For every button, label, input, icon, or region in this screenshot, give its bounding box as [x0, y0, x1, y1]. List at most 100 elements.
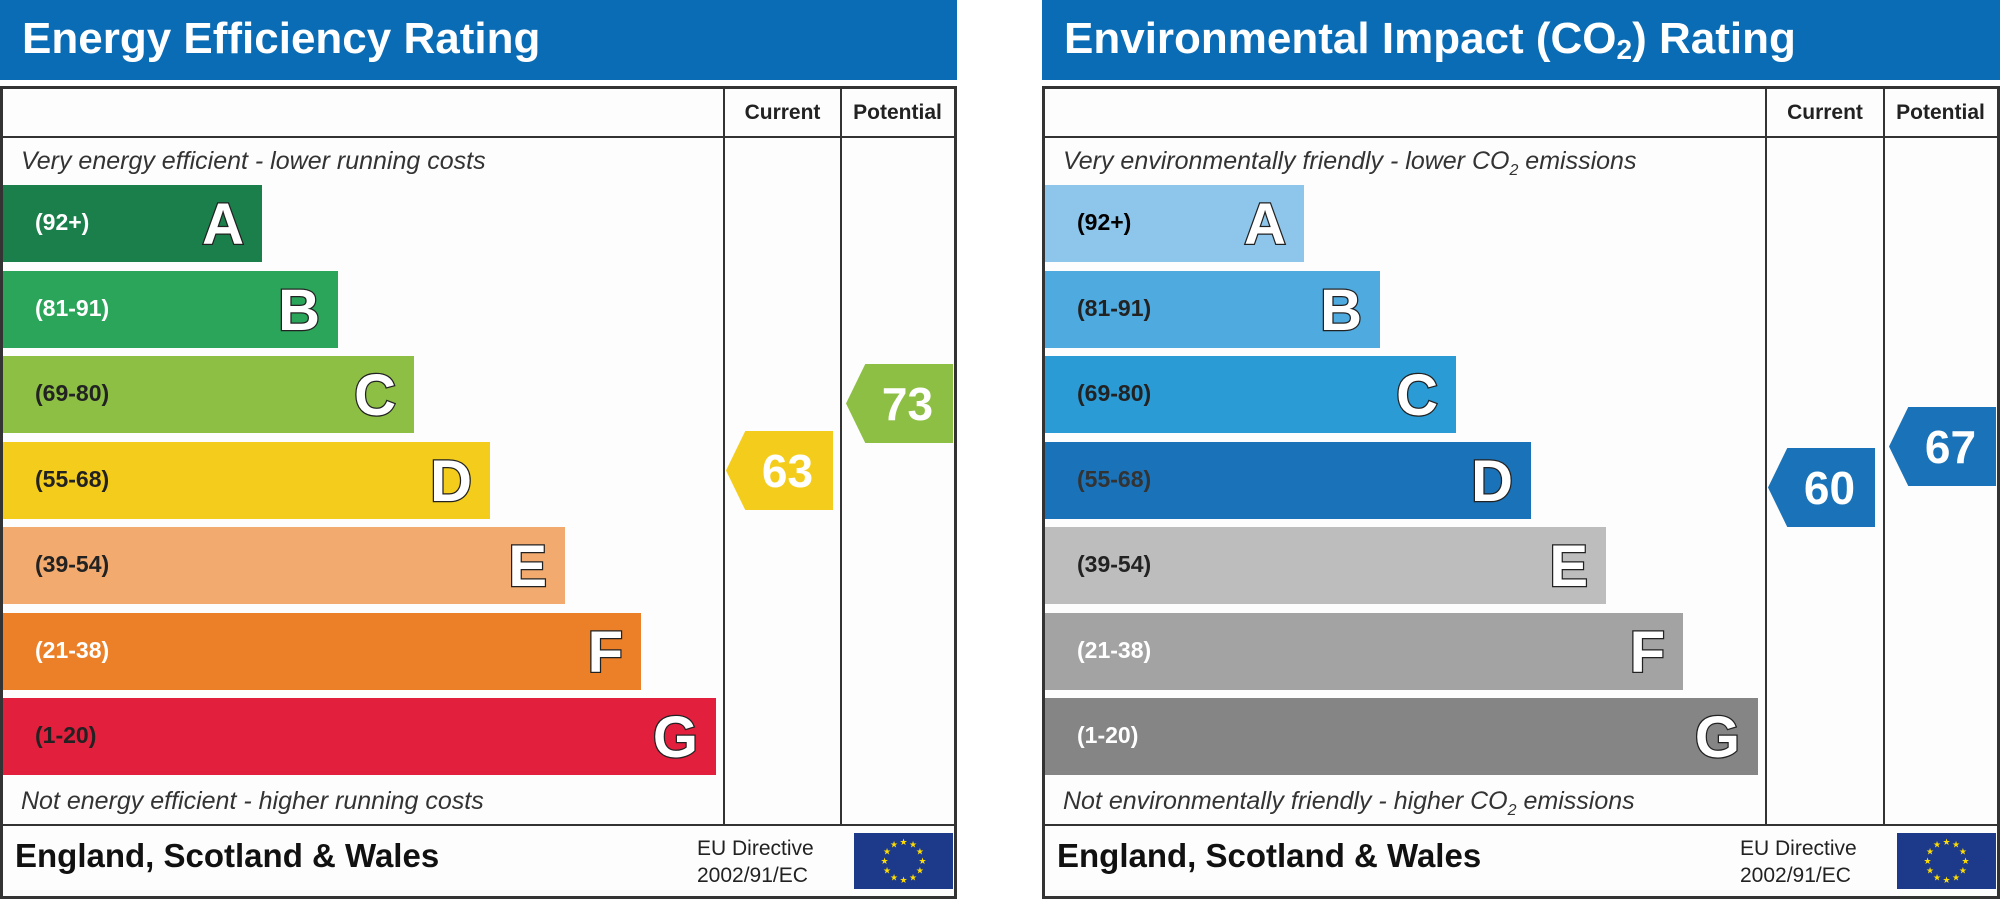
svg-text:★: ★	[880, 856, 888, 866]
band-letter: D	[1470, 447, 1514, 515]
band-b: (81-91) B	[3, 270, 338, 348]
divider	[723, 89, 725, 826]
band-d: (55-68) D	[1045, 441, 1531, 519]
band-e: (39-54) E	[1045, 527, 1606, 604]
svg-text:★: ★	[1926, 866, 1934, 876]
band-c: (69-80) C	[3, 356, 414, 433]
band-letter: A	[201, 191, 245, 259]
svg-text:★: ★	[1952, 840, 1960, 850]
band-d: (55-68) D	[3, 441, 490, 519]
band-range: (69-80)	[1077, 380, 1152, 406]
svg-text:★: ★	[890, 872, 898, 882]
band-range: (81-91)	[1077, 294, 1152, 321]
bottom-note: Not environmentally friendly - higher CO…	[1063, 787, 1635, 819]
band-range: (39-54)	[35, 551, 110, 577]
top-note: Very energy efficient - lower running co…	[21, 147, 486, 175]
band-letter: B	[277, 276, 321, 344]
current-rating-arrow: 63	[726, 431, 833, 510]
band-g: (1-20) G	[3, 698, 716, 775]
svg-text:★: ★	[890, 840, 898, 850]
svg-text:★: ★	[899, 837, 907, 847]
divider	[3, 824, 954, 826]
band-range: (81-91)	[35, 294, 110, 321]
title-text: Environmental Impact (CO	[1064, 14, 1617, 63]
eu-flag-icon: ★ ★ ★ ★ ★ ★ ★ ★ ★ ★ ★ ★	[854, 833, 953, 889]
band-a: (92+) A	[1045, 185, 1304, 262]
band-letter: C	[1395, 362, 1439, 430]
panel-title: Energy Efficiency Rating	[0, 0, 957, 80]
column-header-current: Current	[744, 101, 821, 124]
band-letter: B	[1319, 276, 1363, 344]
divider	[1883, 89, 1885, 826]
svg-text:★: ★	[916, 847, 924, 857]
region-label: England, Scotland & Wales	[1057, 837, 1482, 874]
svg-text:★: ★	[1923, 856, 1931, 866]
band-letter: F	[1628, 618, 1666, 686]
band-range: (21-38)	[35, 636, 110, 663]
title-text-end: ) Rating	[1632, 14, 1796, 63]
rating-frame: Current Potential Very environmentally f…	[1042, 86, 2000, 899]
band-b: (81-91) B	[1045, 270, 1380, 348]
band-letter: G	[652, 704, 700, 772]
divider	[1045, 824, 1997, 826]
band-range: (92+)	[35, 209, 90, 235]
band-range: (21-38)	[1077, 636, 1152, 663]
band-letter: A	[1243, 191, 1287, 259]
band-range: (39-54)	[1077, 551, 1152, 577]
divider	[1765, 89, 1767, 826]
svg-text:★: ★	[1952, 872, 1960, 882]
svg-text:★: ★	[1933, 840, 1941, 850]
band-a: (92+) A	[3, 185, 262, 262]
svg-text:★: ★	[1933, 872, 1941, 882]
svg-text:★: ★	[909, 840, 917, 850]
band-c: (69-80) C	[1045, 356, 1456, 433]
svg-text:★: ★	[1959, 866, 1967, 876]
band-letter: E	[507, 533, 548, 601]
region-label: England, Scotland & Wales	[15, 837, 440, 874]
potential-rating-arrow: 73	[846, 364, 953, 443]
title-text: Energy Efficiency Rating	[22, 14, 541, 63]
svg-text:★: ★	[909, 872, 917, 882]
column-header-potential: Potential	[853, 101, 942, 124]
potential-rating-arrow: 67	[1889, 407, 1996, 486]
svg-text:★: ★	[883, 866, 891, 876]
band-range: (1-20)	[1077, 722, 1139, 748]
bottom-note: Not energy efficient - higher running co…	[21, 787, 484, 815]
svg-text:★: ★	[1942, 837, 1950, 847]
energy-efficiency-rating-panel: Energy Efficiency Rating Current Potenti…	[0, 0, 957, 899]
band-g: (1-20) G	[1045, 698, 1758, 775]
band-f: (21-38) F	[1045, 612, 1683, 690]
svg-text:★: ★	[899, 875, 907, 885]
svg-text:★: ★	[1959, 847, 1967, 857]
eu-flag-icon: ★ ★ ★ ★ ★ ★ ★ ★ ★ ★ ★ ★	[1897, 833, 1996, 889]
band-letter: F	[586, 618, 624, 686]
band-letter: G	[1694, 704, 1742, 772]
svg-text:★: ★	[1926, 847, 1934, 857]
divider	[840, 89, 842, 826]
band-e: (39-54) E	[3, 527, 565, 604]
band-range: (55-68)	[35, 465, 110, 492]
band-range: (55-68)	[1077, 465, 1152, 492]
band-range: (92+)	[1077, 209, 1132, 235]
band-letter: D	[429, 447, 473, 515]
column-header-current: Current	[1787, 101, 1863, 124]
band-range: (1-20)	[35, 722, 97, 748]
divider	[1045, 136, 1997, 138]
title-subscript: 2	[1616, 34, 1633, 65]
svg-text:★: ★	[1942, 875, 1950, 885]
column-header-potential: Potential	[1896, 101, 1985, 124]
divider	[3, 136, 954, 138]
svg-text:★: ★	[1961, 856, 1969, 866]
eu-directive: EU Directive 2002/91/EC	[697, 837, 814, 887]
svg-text:★: ★	[918, 856, 926, 866]
band-letter: C	[353, 362, 397, 430]
current-rating-arrow: 60	[1768, 448, 1875, 527]
eu-directive: EU Directive 2002/91/EC	[1740, 837, 1857, 887]
environmental-impact-rating-panel: Environmental Impact (CO2) Rating Curren…	[1042, 0, 2000, 899]
svg-text:★: ★	[916, 866, 924, 876]
top-note: Very environmentally friendly - lower CO…	[1063, 147, 1637, 179]
band-f: (21-38) F	[3, 612, 641, 690]
panel-title: Environmental Impact (CO2) Rating	[1042, 0, 2000, 80]
band-range: (69-80)	[35, 380, 110, 406]
svg-text:★: ★	[883, 847, 891, 857]
